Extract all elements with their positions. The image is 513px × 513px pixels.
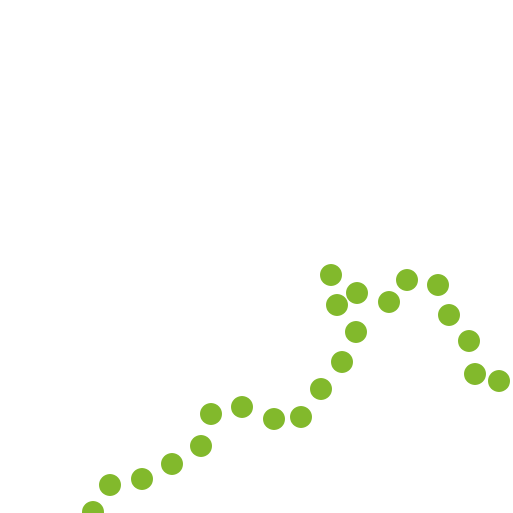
dot-21 — [464, 363, 486, 385]
dot-9 — [290, 406, 312, 428]
dot-19 — [438, 304, 460, 326]
dot-4 — [161, 453, 183, 475]
dot-1 — [82, 501, 104, 513]
dot-22 — [488, 370, 510, 392]
dot-15 — [346, 282, 368, 304]
dot-2 — [99, 474, 121, 496]
dot-6 — [200, 403, 222, 425]
dot-14 — [320, 264, 342, 286]
dot-13 — [326, 294, 348, 316]
dot-5 — [190, 435, 212, 457]
dot-group — [82, 264, 510, 513]
dot-11 — [331, 351, 353, 373]
dot-10 — [310, 378, 332, 400]
dot-8 — [263, 408, 285, 430]
dot-16 — [378, 291, 400, 313]
dot-7 — [231, 396, 253, 418]
dot-18 — [427, 274, 449, 296]
dot-3 — [131, 468, 153, 490]
dot-20 — [458, 330, 480, 352]
dot-17 — [396, 269, 418, 291]
dot-12 — [345, 321, 367, 343]
